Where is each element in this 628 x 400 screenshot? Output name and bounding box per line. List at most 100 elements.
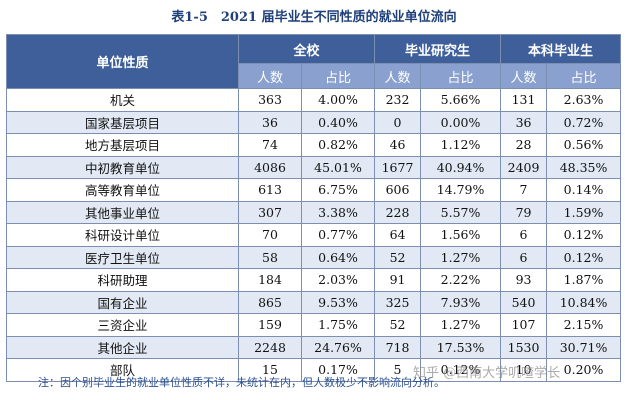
cell-all-percent: 6.75% — [300, 178, 376, 202]
cell-unit-name: 三资企业 — [6, 313, 239, 337]
cell-ug-percent: 0.20% — [546, 358, 622, 382]
table-title: 表1-5 2021 届毕业生不同性质的就业单位流向 — [171, 10, 457, 25]
cell-ug-percent: 0.12% — [546, 223, 622, 247]
footnote: 注：因个别毕业生的就业单位性质不详，未统计在内，但人数极少不影响流向分析。 — [38, 376, 445, 389]
cell-unit-name: 其他事业单位 — [6, 200, 239, 224]
cell-grad-percent: 1.27% — [420, 313, 502, 337]
table-row: 高等教育单位 613 6.75% 606 14.79% 7 0.14% — [6, 178, 622, 202]
cell-all-count: 58 — [238, 245, 302, 269]
cell-grad-count: 325 — [374, 290, 422, 314]
cell-ug-percent: 0.12% — [546, 245, 622, 269]
cell-all-percent: 0.17% — [300, 358, 376, 382]
cell-all-percent: 1.75% — [300, 313, 376, 337]
cell-all-count: 307 — [238, 200, 302, 224]
cell-all-count: 70 — [238, 223, 302, 247]
cell-grad-count: 1677 — [374, 155, 422, 179]
cell-unit-name: 地方基层项目 — [6, 133, 239, 157]
cell-all-percent: 45.01% — [300, 155, 376, 179]
table-row: 国有企业 865 9.53% 325 7.93% 540 10.84% — [6, 290, 622, 314]
cell-grad-percent: 5.57% — [420, 200, 502, 224]
cell-ug-count: 93 — [500, 268, 548, 292]
cell-unit-name: 科研设计单位 — [6, 223, 239, 247]
cell-grad-percent: 17.53% — [420, 335, 502, 359]
cell-all-percent: 2.03% — [300, 268, 376, 292]
header-sub: 人数 — [500, 63, 548, 89]
cell-unit-name: 中初教育单位 — [6, 155, 239, 179]
cell-all-count: 865 — [238, 290, 302, 314]
table-row: 医疗卫生单位 58 0.64% 52 1.27% 6 0.12% — [6, 245, 622, 269]
cell-unit-name: 高等教育单位 — [6, 178, 239, 202]
cell-grad-count: 91 — [374, 268, 422, 292]
cell-ug-count: 36 — [500, 110, 548, 134]
cell-ug-percent: 2.15% — [546, 313, 622, 337]
watermark: 知乎 @西南大学叽喳学长 — [413, 366, 561, 381]
cell-unit-name: 国家基层项目 — [6, 110, 239, 134]
header-group-graduate: 毕业研究生 — [374, 34, 502, 64]
cell-ug-percent: 30.71% — [546, 335, 622, 359]
table-row: 其他企业 2248 24.76% 718 17.53% 1530 30.71% — [6, 335, 622, 359]
cell-grad-count: 718 — [374, 335, 422, 359]
header-group-all: 全校 — [237, 34, 376, 64]
table-row: 其他事业单位 307 3.38% 228 5.57% 79 1.59% — [6, 200, 622, 224]
cell-grad-percent: 0.12% — [420, 358, 502, 382]
table-row: 中初教育单位 4086 45.01% 1677 40.94% 2409 48.35% — [6, 155, 622, 179]
cell-all-percent: 0.64% — [300, 245, 376, 269]
cell-grad-count: 46 — [374, 133, 422, 157]
cell-ug-count: 7 — [500, 178, 548, 202]
cell-grad-count: 52 — [374, 313, 422, 337]
cell-grad-percent: 1.27% — [420, 245, 502, 269]
cell-grad-count: 52 — [374, 245, 422, 269]
cell-ug-percent: 0.14% — [546, 178, 622, 202]
cell-grad-percent: 1.12% — [420, 133, 502, 157]
cell-ug-percent: 48.35% — [546, 155, 622, 179]
cell-ug-percent: 1.59% — [546, 200, 622, 224]
cell-unit-name: 科研助理 — [6, 268, 239, 292]
cell-grad-percent: 0.00% — [420, 110, 502, 134]
table-row: 部队 15 0.17% 5 0.12% 10 0.20% — [6, 358, 622, 382]
cell-grad-percent: 14.79% — [420, 178, 502, 202]
cell-grad-percent: 40.94% — [420, 155, 502, 179]
table-row: 三资企业 159 1.75% 52 1.27% 107 2.15% — [6, 313, 622, 337]
cell-ug-count: 6 — [500, 223, 548, 247]
cell-grad-count: 606 — [374, 178, 422, 202]
cell-grad-percent: 2.22% — [420, 268, 502, 292]
cell-unit-name: 医疗卫生单位 — [6, 245, 239, 269]
cell-all-count: 184 — [238, 268, 302, 292]
cell-all-percent: 9.53% — [300, 290, 376, 314]
header-group-undergraduate: 本科毕业生 — [500, 34, 622, 64]
cell-all-count: 74 — [238, 133, 302, 157]
cell-all-count: 36 — [238, 110, 302, 134]
cell-grad-count: 0 — [374, 110, 422, 134]
cell-ug-count: 540 — [500, 290, 548, 314]
cell-all-count: 363 — [238, 88, 302, 112]
cell-all-count: 613 — [238, 178, 302, 202]
cell-ug-percent: 0.56% — [546, 133, 622, 157]
cell-grad-count: 232 — [374, 88, 422, 112]
cell-ug-percent: 2.63% — [546, 88, 622, 112]
cell-unit-name: 部队 — [6, 358, 239, 382]
cell-all-count: 159 — [238, 313, 302, 337]
table-row: 地方基层项目 74 0.82% 46 1.12% 28 0.56% — [6, 133, 622, 157]
header-sub: 人数 — [374, 63, 422, 89]
cell-ug-count: 2409 — [500, 155, 548, 179]
table-row: 国家基层项目 36 0.40% 0 0.00% 36 0.72% — [6, 110, 622, 134]
cell-unit-name: 其他企业 — [6, 335, 239, 359]
header-unit-type: 单位性质 — [6, 34, 239, 89]
cell-ug-count: 79 — [500, 200, 548, 224]
cell-all-percent: 3.38% — [300, 200, 376, 224]
header-sub: 占比 — [420, 63, 502, 89]
cell-all-percent: 0.77% — [300, 223, 376, 247]
cell-grad-count: 228 — [374, 200, 422, 224]
cell-all-percent: 0.40% — [300, 110, 376, 134]
cell-ug-count: 107 — [500, 313, 548, 337]
cell-all-count: 2248 — [238, 335, 302, 359]
cell-ug-count: 10 — [500, 358, 548, 382]
header-sub: 占比 — [546, 63, 622, 89]
cell-grad-percent: 7.93% — [420, 290, 502, 314]
cell-ug-count: 131 — [500, 88, 548, 112]
cell-grad-percent: 1.56% — [420, 223, 502, 247]
cell-ug-percent: 0.72% — [546, 110, 622, 134]
cell-all-count: 4086 — [238, 155, 302, 179]
table-row: 机关 363 4.00% 232 5.66% 131 2.63% — [6, 88, 622, 112]
cell-all-percent: 0.82% — [300, 133, 376, 157]
